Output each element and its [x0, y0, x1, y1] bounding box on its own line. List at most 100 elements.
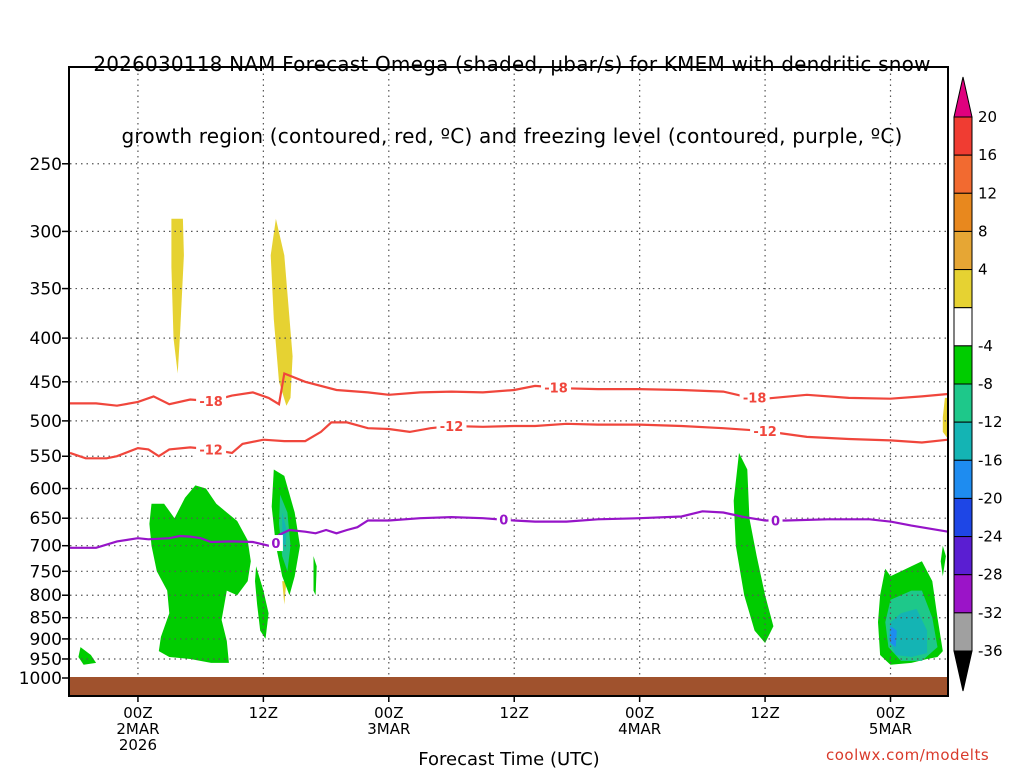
omega-region-3 [282, 581, 287, 605]
contour-lines: -18 -18 -18 -12 -12 -12 0 0 0 [69, 371, 949, 552]
x-tick-label-0-1: 2MAR [116, 720, 159, 738]
colorbar-label-12: -32 [978, 604, 1003, 622]
y-tick-label-850: 850 [30, 609, 62, 629]
omega-region-1 [270, 218, 293, 406]
colorbar-segment-8 [953, 421, 973, 461]
y-tick-label-600: 600 [30, 480, 62, 500]
contour-0-label-bg-0 [268, 535, 283, 552]
contour--18-label-1: -18 [544, 382, 568, 397]
title-line-1: 2026030118 NAM Forecast Omega (shaded, μ… [93, 52, 931, 76]
x-tick-label-72-0: 00Z [876, 704, 905, 722]
colorbar-segment-4 [953, 269, 973, 309]
omega-region-9 [733, 452, 774, 643]
contour--12-label-2: -12 [753, 425, 777, 440]
contour--12-label-bg-0 [196, 441, 227, 458]
chart-title: 2026030118 NAM Forecast Omega (shaded, μ… [0, 4, 1024, 172]
contour-0-label-0: 0 [271, 537, 280, 552]
colorbar-segment-9 [953, 459, 973, 499]
colorbar-label-4: 4 [978, 261, 988, 279]
contour-0-line [70, 510, 949, 550]
y-axis: 2503003504004505005506006507007508008509… [19, 155, 70, 689]
colorbar-label-9: -20 [978, 489, 1003, 507]
x-tick-label-12-0: 12Z [249, 704, 278, 722]
x-tick-label-72-1: 5MAR [869, 720, 912, 738]
contour-0-label-bg-1 [496, 511, 511, 528]
colorbar-segment-6 [953, 345, 973, 385]
contour--12-line [69, 421, 949, 460]
colorbar-top-arrow [953, 76, 973, 118]
omega-region-16 [890, 626, 897, 648]
y-tick-label-900: 900 [30, 630, 62, 650]
y-tick-label-400: 400 [30, 329, 62, 349]
y-tick-label-950: 950 [30, 650, 62, 670]
omega-region-4 [149, 485, 251, 663]
contour-0-label-1: 0 [499, 514, 508, 529]
contour--12-label-bg-1 [436, 418, 467, 435]
x-tick-label-48-1: 4MAR [618, 720, 661, 738]
colorbar-label-10: -24 [978, 528, 1003, 546]
colorbar-segment-5 [953, 307, 973, 347]
y-tick-label-750: 750 [30, 562, 62, 582]
contour--12-label-0: -12 [199, 443, 223, 458]
colorbar-label-13: -36 [978, 642, 1003, 660]
x-tick-label-60-0: 12Z [750, 704, 779, 722]
colorbar-segment-2 [953, 192, 973, 232]
omega-region-11 [940, 545, 946, 577]
omega-region-0 [171, 218, 184, 374]
colorbar-segment-11 [953, 536, 973, 576]
y-tick-label-650: 650 [30, 509, 62, 529]
contour--12-label-1: -12 [440, 420, 464, 435]
x-tick-label-48-0: 00Z [625, 704, 654, 722]
y-tick-label-500: 500 [30, 412, 62, 432]
contour--18-label-bg-0 [196, 393, 227, 410]
colorbar: 20 16 12 8 4 -4 -8 -12 -16 -20 -24 -28 -32 -36 [953, 76, 1003, 692]
y-tick-label-550: 550 [30, 447, 62, 467]
colorbar-label-8: -16 [978, 451, 1003, 469]
omega-region-15 [888, 608, 928, 657]
contour--12-label-bg-2 [750, 423, 781, 440]
y-tick-label-800: 800 [30, 586, 62, 606]
colorbar-label-11: -28 [978, 566, 1003, 584]
omega-region-6 [255, 566, 269, 639]
omega-region-2 [942, 397, 948, 439]
colorbar-segment-1 [953, 154, 973, 194]
x-tick-label-24-1: 3MAR [367, 720, 410, 738]
x-tick-label-36-0: 12Z [500, 704, 529, 722]
colorbar-label-5: -4 [978, 337, 993, 355]
colorbar-label-6: -8 [978, 375, 993, 393]
colorbar-label-2: 12 [978, 184, 997, 202]
contour--18-label-bg-2 [739, 389, 770, 406]
colorbar-label-1: 16 [978, 146, 997, 164]
x-tick-label-0-2: 2026 [119, 736, 157, 754]
y-tick-label-450: 450 [30, 373, 62, 393]
y-tick-label-1000: 1000 [19, 669, 62, 689]
contour-0-label-bg-2 [768, 512, 783, 529]
x-tick-label-24-0: 00Z [374, 704, 403, 722]
title-line-2: growth region (contoured, red, ºC) and f… [121, 124, 903, 148]
y-tick-label-300: 300 [30, 222, 62, 242]
omega-region-7 [313, 556, 317, 596]
contour--18-label-0: -18 [199, 395, 223, 410]
grid-lines [70, 68, 948, 696]
colorbar-segment-3 [953, 230, 973, 271]
x-tick-label-0-0: 00Z [123, 704, 152, 722]
colorbar-label-3: 8 [978, 222, 988, 240]
y-tick-label-350: 350 [30, 280, 62, 300]
colorbar-label-7: -12 [978, 413, 1003, 431]
y-tick-label-250: 250 [30, 155, 62, 175]
contour--18-label-2: -18 [743, 392, 767, 407]
colorbar-segment-13 [953, 612, 973, 652]
ground-strip [70, 677, 948, 696]
colorbar-bottom-arrow [953, 650, 973, 692]
colorbar-segment-0 [953, 116, 973, 156]
y-tick-label-700: 700 [30, 537, 62, 557]
omega-region-8 [78, 647, 97, 665]
x-axis-label: Forecast Time (UTC) [418, 749, 599, 768]
colorbar-segment-7 [953, 383, 973, 423]
colorbar-label-0: 20 [978, 108, 997, 126]
colorbar-segment-12 [953, 574, 973, 614]
credit-text: coolwx.com/modelts [826, 746, 990, 764]
colorbar-segment-10 [953, 497, 973, 538]
